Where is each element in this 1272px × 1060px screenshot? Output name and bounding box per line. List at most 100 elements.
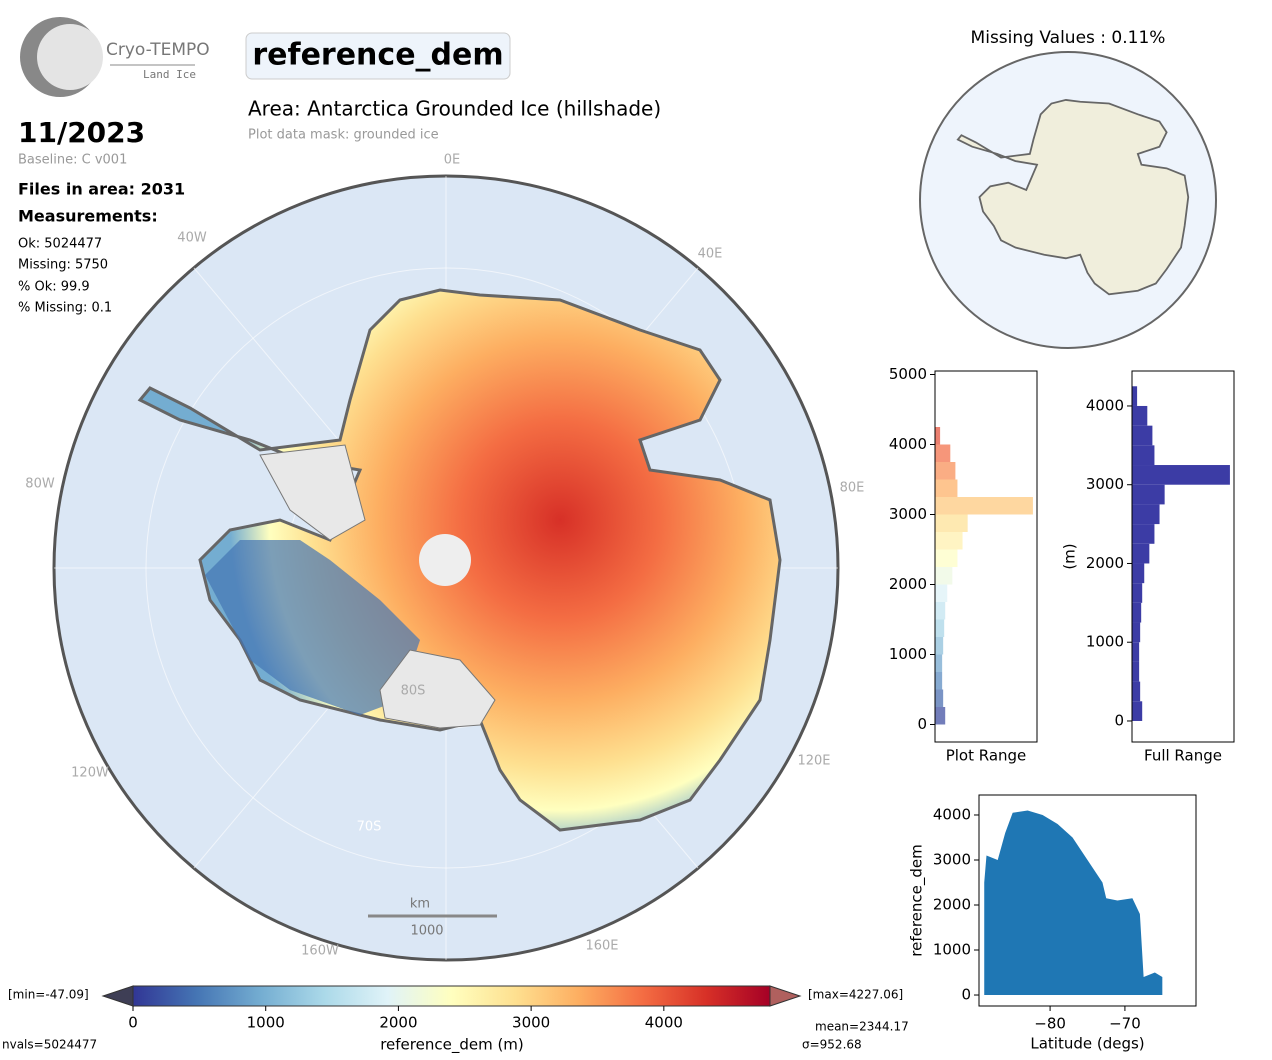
axes-frame — [978, 794, 1197, 1007]
lat-label: 80S — [401, 684, 426, 699]
scatter-area — [984, 810, 1163, 996]
files: Files in area: 2031 — [18, 180, 185, 199]
stat: Ok: 5024477 — [18, 237, 102, 252]
x-tick-label: 2000 — [379, 1014, 417, 1032]
histogram-bar — [1132, 622, 1141, 643]
inset-title: Missing Values : 0.11% — [971, 28, 1166, 48]
x-tick-label: 3000 — [512, 1014, 550, 1032]
colorbar-over — [769, 985, 802, 1007]
histogram-bar — [935, 584, 948, 602]
mask-label: Plot data mask: grounded ice — [248, 128, 439, 143]
y-tick-label: 5000 — [889, 365, 927, 383]
histogram-bar — [935, 619, 945, 637]
measurements-title: Measurements: — [18, 207, 158, 226]
max-label: [max=4227.06] — [808, 988, 903, 1002]
scale-unit: km — [410, 897, 430, 912]
y-tick-label: 0 — [917, 715, 927, 733]
axes-frame — [1131, 370, 1235, 743]
histogram-bar — [935, 637, 944, 655]
x-tick-label: 0 — [128, 1014, 138, 1032]
title-box — [245, 32, 511, 80]
lat-label: 70S — [357, 820, 382, 835]
lon-label: 160W — [301, 944, 339, 959]
x-axis-label: Latitude (degs) — [1030, 1035, 1144, 1053]
histogram-bar — [1132, 425, 1153, 446]
y-tick-label: 1000 — [889, 645, 927, 663]
stat: % Ok: 99.9 — [18, 280, 90, 295]
x-tick-label: −70 — [1109, 1015, 1141, 1033]
nvals-label: nvals=5024477 — [2, 1038, 97, 1052]
y-tick-label: 2000 — [889, 575, 927, 593]
baseline: Baseline: C v001 — [18, 153, 127, 168]
histogram-bar — [1132, 386, 1138, 406]
histogram-bar — [935, 654, 943, 672]
lon-label: 120W — [71, 766, 109, 781]
y-tick-label: 0 — [961, 986, 971, 1004]
histogram-bar — [1132, 701, 1143, 721]
lon-label: 40W — [177, 231, 207, 246]
y-tick-label: 4000 — [933, 805, 971, 823]
scale-value: 1000 — [410, 924, 443, 939]
histogram-bar — [1132, 504, 1160, 525]
histogram-bar — [1132, 405, 1148, 426]
axes-frame — [934, 370, 1038, 743]
histogram-bar — [935, 672, 943, 690]
mean-label: mean=2344.17 — [815, 1020, 909, 1034]
x-tick-label: 4000 — [645, 1014, 683, 1032]
histogram-bar — [1132, 681, 1141, 702]
area-title: Area: Antarctica Grounded Ice (hillshade… — [248, 97, 661, 121]
histogram-bar — [1132, 563, 1145, 584]
y-tick-label: 1000 — [933, 941, 971, 959]
y-tick-label: 3000 — [1086, 475, 1124, 493]
y-tick-label: 2000 — [1086, 554, 1124, 572]
histogram-bar — [935, 514, 968, 532]
logo: Cryo-TEMPO Land Ice — [20, 17, 210, 97]
y-axis-label: reference_dem — [908, 844, 927, 957]
y-tick-label: 1000 — [1086, 633, 1124, 651]
histogram-bar — [935, 497, 1033, 515]
stat: Missing: 5750 — [18, 258, 108, 273]
histogram-bar — [935, 462, 956, 480]
lon-label: 40E — [698, 247, 723, 262]
stat: % Missing: 0.1 — [18, 301, 112, 316]
histogram-bar — [1132, 445, 1155, 466]
lon-label: 80W — [25, 477, 55, 492]
logo-subtitle: Land Ice — [143, 68, 196, 81]
histogram-bar — [1132, 465, 1230, 485]
histogram-bar — [935, 602, 946, 620]
histogram-bar — [935, 444, 951, 462]
histogram-bar — [1132, 543, 1150, 564]
histogram-bar — [935, 479, 958, 497]
logo-title: Cryo-TEMPO — [106, 40, 210, 60]
title: reference_dem — [252, 38, 503, 73]
y-tick-label: 4000 — [889, 435, 927, 453]
lon-label: 80E — [840, 481, 865, 496]
histogram-bar — [935, 427, 941, 445]
y-tick-label: 0 — [1114, 711, 1124, 729]
y-tick-label: 4000 — [1086, 396, 1124, 414]
histogram-bar — [1132, 661, 1140, 682]
histogram-bar — [1132, 642, 1140, 662]
y-tick-label: 3000 — [933, 850, 971, 868]
histogram-bar — [935, 549, 958, 567]
histogram-bar — [935, 532, 963, 550]
histogram-bar — [935, 707, 946, 725]
lon-label: 120E — [797, 754, 830, 769]
min-label: [min=-47.09] — [8, 988, 89, 1002]
lon-label: 0E — [444, 153, 461, 168]
lon-label: 160E — [585, 939, 618, 954]
histogram-bar — [935, 567, 953, 585]
x-tick-label: −80 — [1034, 1015, 1066, 1033]
date: 11/2023 — [18, 116, 145, 149]
y-tick-label: 3000 — [889, 505, 927, 523]
histogram-bar — [1132, 583, 1143, 603]
x-axis-label: Plot Range — [946, 747, 1027, 765]
sigma-label: σ=952.68 — [802, 1038, 862, 1052]
y-tick-label: 2000 — [933, 896, 971, 914]
map: 0E 40E 80E 120E 160E 160W 120W 80W 40W 8… — [25, 153, 865, 962]
colorbar — [132, 985, 771, 1007]
y-axis-label: (m) — [1061, 543, 1079, 569]
x-tick-label: 1000 — [247, 1014, 285, 1032]
inset-map — [919, 51, 1217, 349]
